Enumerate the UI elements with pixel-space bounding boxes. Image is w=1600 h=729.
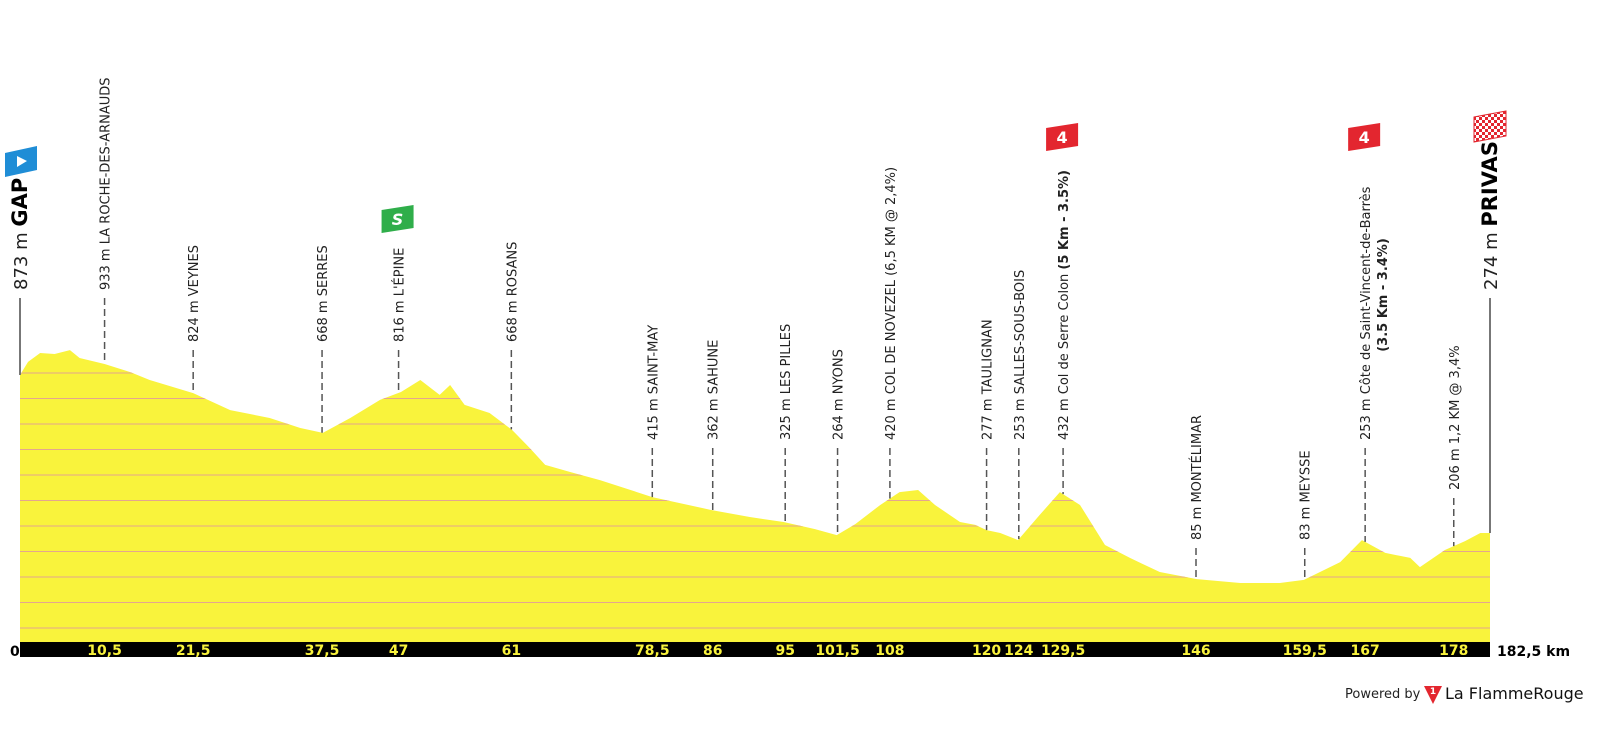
x-tick-label: 86 xyxy=(703,643,722,659)
x-tick-label: 108 xyxy=(875,643,904,659)
x-tick-label: 146 xyxy=(1181,643,1210,659)
x-tick-label: 61 xyxy=(502,643,521,659)
start-label: 873 m GAP xyxy=(8,178,32,290)
waypoint-name: 824 m VEYNES xyxy=(187,245,202,342)
finish-flag xyxy=(1473,110,1507,143)
waypoint-label: 277 m TAULIGNAN xyxy=(981,319,996,440)
waypoint-name: 415 m SAINT-MAY xyxy=(646,325,661,440)
waypoint-name: 264 m NYONS xyxy=(832,349,847,440)
x-tick-label: 78,5 xyxy=(635,643,670,659)
waypoint-label: 362 m SAHUNE xyxy=(707,340,722,440)
profile-area xyxy=(20,350,1490,642)
logo-icon xyxy=(1424,686,1442,704)
waypoint-label: 83 m MEYSSE xyxy=(1299,450,1314,540)
finish-altitude: 274 m xyxy=(1481,232,1502,290)
climb-marker-text: 4 xyxy=(1359,128,1370,147)
waypoint-label: 415 m SAINT-MAY xyxy=(646,325,661,440)
x-tick-label: 120 xyxy=(972,643,1001,659)
waypoint-name: 816 m L'ÉPINE xyxy=(392,248,408,342)
x-tick-label: 167 xyxy=(1351,643,1380,659)
x-tick-label: 10,5 xyxy=(87,643,122,659)
waypoint-label: 253 m Côte de Saint-Vincent-de-Barrès xyxy=(1359,186,1374,440)
waypoint-name: 253 m Côte de Saint-Vincent-de-Barrès xyxy=(1359,186,1374,440)
waypoint-label: 824 m VEYNES xyxy=(187,245,202,342)
waypoint-name: 362 m SAHUNE xyxy=(707,340,722,440)
waypoint-label: 432 m Col de Serre Colon (5 Km - 3.5%) xyxy=(1057,170,1072,440)
waypoint-name: 432 m Col de Serre Colon xyxy=(1057,270,1072,440)
climb-detail: (3.5 Km - 3.4%) xyxy=(1376,238,1391,352)
x-tick-label: 159,5 xyxy=(1283,643,1327,659)
brand: La FlammeRouge xyxy=(1445,684,1584,703)
waypoint-name: 668 m SERRES xyxy=(316,245,331,342)
waypoint-name: 253 m SALLES-SOUS-BOIS xyxy=(1013,270,1028,440)
waypoint-name: 933 m LA ROCHE-DES-ARNAUDS xyxy=(99,77,114,290)
waypoint-label: 253 m SALLES-SOUS-BOIS xyxy=(1013,270,1028,440)
start-flag xyxy=(5,146,37,177)
x-tick-label: 21,5 xyxy=(176,643,211,659)
sprint-marker-text: S xyxy=(392,210,404,229)
logo-mark: 1 xyxy=(1430,687,1436,697)
waypoint-label: 668 m SERRES xyxy=(316,245,331,342)
x-tick-label: 95 xyxy=(775,643,794,659)
waypoint-label: 420 m COL DE NOVEZEL (6,5 KM @ 2,4%) xyxy=(884,167,899,440)
waypoint-name: 420 m COL DE NOVEZEL (6,5 KM @ 2,4%) xyxy=(884,167,899,440)
start-name: GAP xyxy=(8,178,32,227)
waypoint-label: 206 m 1,2 KM @ 3,4% xyxy=(1448,345,1463,490)
distance-bar xyxy=(20,642,1490,657)
climb-marker xyxy=(1046,123,1079,151)
x-tick-label: 0 xyxy=(10,644,20,660)
waypoint-name: 85 m MONTÉLIMAR xyxy=(1189,415,1205,540)
waypoint-name: 325 m LES PILLES xyxy=(779,324,794,440)
start-altitude: 873 m xyxy=(11,232,32,290)
x-tick-label: 182,5 km xyxy=(1497,644,1570,660)
finish-label: 274 m PRIVAS xyxy=(1478,141,1502,290)
x-tick-label: 101,5 xyxy=(815,643,859,659)
waypoint-label: 816 m L'ÉPINE xyxy=(392,248,408,342)
x-tick-label: 129,5 xyxy=(1041,643,1085,659)
waypoint-label: 325 m LES PILLES xyxy=(779,324,794,440)
waypoint-label: 933 m LA ROCHE-DES-ARNAUDS xyxy=(99,77,114,290)
x-tick-label: 178 xyxy=(1439,643,1468,659)
waypoint-name: 277 m TAULIGNAN xyxy=(981,319,996,440)
x-tick-label: 124 xyxy=(1004,643,1033,659)
climb-detail: (5 Km - 3.5%) xyxy=(1057,170,1072,270)
waypoint-label: 264 m NYONS xyxy=(832,349,847,440)
waypoint-name: 206 m 1,2 KM @ 3,4% xyxy=(1448,345,1463,490)
waypoint-label: 668 m ROSANS xyxy=(505,242,520,342)
waypoint-label: 85 m MONTÉLIMAR xyxy=(1189,415,1205,540)
climb-marker-text: 4 xyxy=(1057,128,1068,147)
waypoint-name: 83 m MEYSSE xyxy=(1299,450,1314,540)
x-tick-label: 47 xyxy=(389,643,408,659)
sprint-marker xyxy=(381,205,414,233)
waypoint-name: 668 m ROSANS xyxy=(505,242,520,342)
powered-by: Powered by xyxy=(1345,687,1421,702)
x-tick-label: 37,5 xyxy=(305,643,340,659)
climb-marker xyxy=(1348,123,1381,151)
finish-name: PRIVAS xyxy=(1478,141,1502,227)
